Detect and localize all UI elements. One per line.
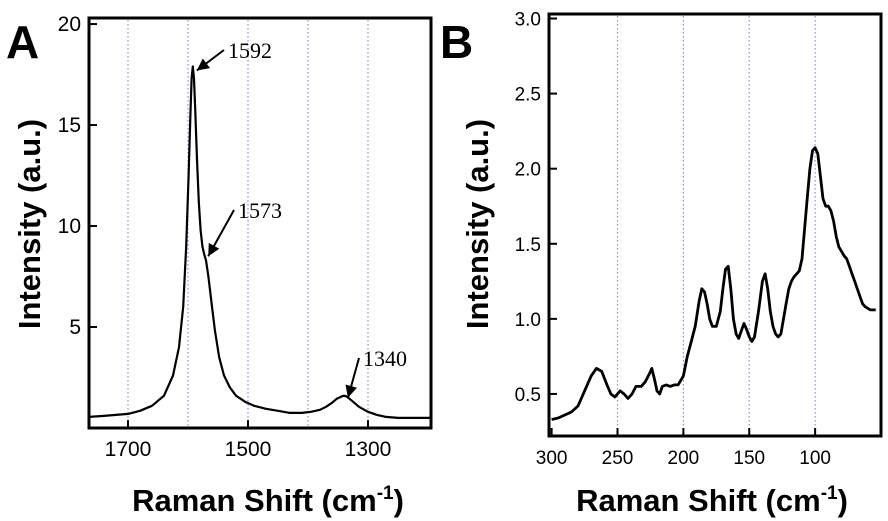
y-tick-label: 20 <box>58 13 81 36</box>
x-axis-label: Raman Shift (cm-1) <box>132 483 404 518</box>
y-tick-label: 3.0 <box>515 10 541 31</box>
x-tick-label: 150 <box>733 448 765 469</box>
series-line <box>551 146 876 421</box>
y-tick-label: 5 <box>69 316 81 339</box>
y-axis-label: Intensity (a.u.) <box>12 119 47 329</box>
plot-frame <box>87 16 433 430</box>
y-tick-label: 1.5 <box>515 235 541 256</box>
arrow-head <box>208 242 220 257</box>
x-tick-label: 200 <box>668 448 700 469</box>
panel-label: A <box>6 16 39 68</box>
x-axis-label: Raman Shift (cm-1) <box>576 483 848 518</box>
y-tick-label: 15 <box>58 114 81 137</box>
panel-b: 300 250 200 150 100 0.5 1.0 1.5 2.0 2.5 3.0 B Raman … <box>440 10 883 518</box>
peak-annotation-1592: 1592 <box>228 38 272 63</box>
arrow-head <box>345 384 357 398</box>
panel-label: B <box>440 16 473 68</box>
y-axis-label: Intensity (a.u.) <box>460 119 495 329</box>
y-tick-label: 0.5 <box>515 385 541 406</box>
series-line <box>88 65 431 419</box>
y-tick-label: 1.0 <box>515 310 541 331</box>
x-tick-label: 100 <box>799 448 831 469</box>
x-tick-label: 300 <box>536 448 568 469</box>
y-tick-label: 2.5 <box>515 85 541 106</box>
arrow-head <box>196 58 210 71</box>
y-tick-label: 2.0 <box>515 160 541 181</box>
x-tick-label: 1500 <box>225 438 272 461</box>
peak-annotation-1340: 1340 <box>363 346 407 371</box>
peak-annotation-1573: 1573 <box>238 198 282 223</box>
x-tick-label: 1700 <box>105 438 152 461</box>
panel-a: 1700 1500 1300 5 10 15 20 A Raman Shift (cm-1) In… <box>6 13 433 518</box>
y-tick-label: 10 <box>58 215 81 238</box>
plot-frame <box>547 12 883 438</box>
x-tick-label: 1300 <box>345 438 392 461</box>
x-tick-label: 250 <box>602 448 634 469</box>
